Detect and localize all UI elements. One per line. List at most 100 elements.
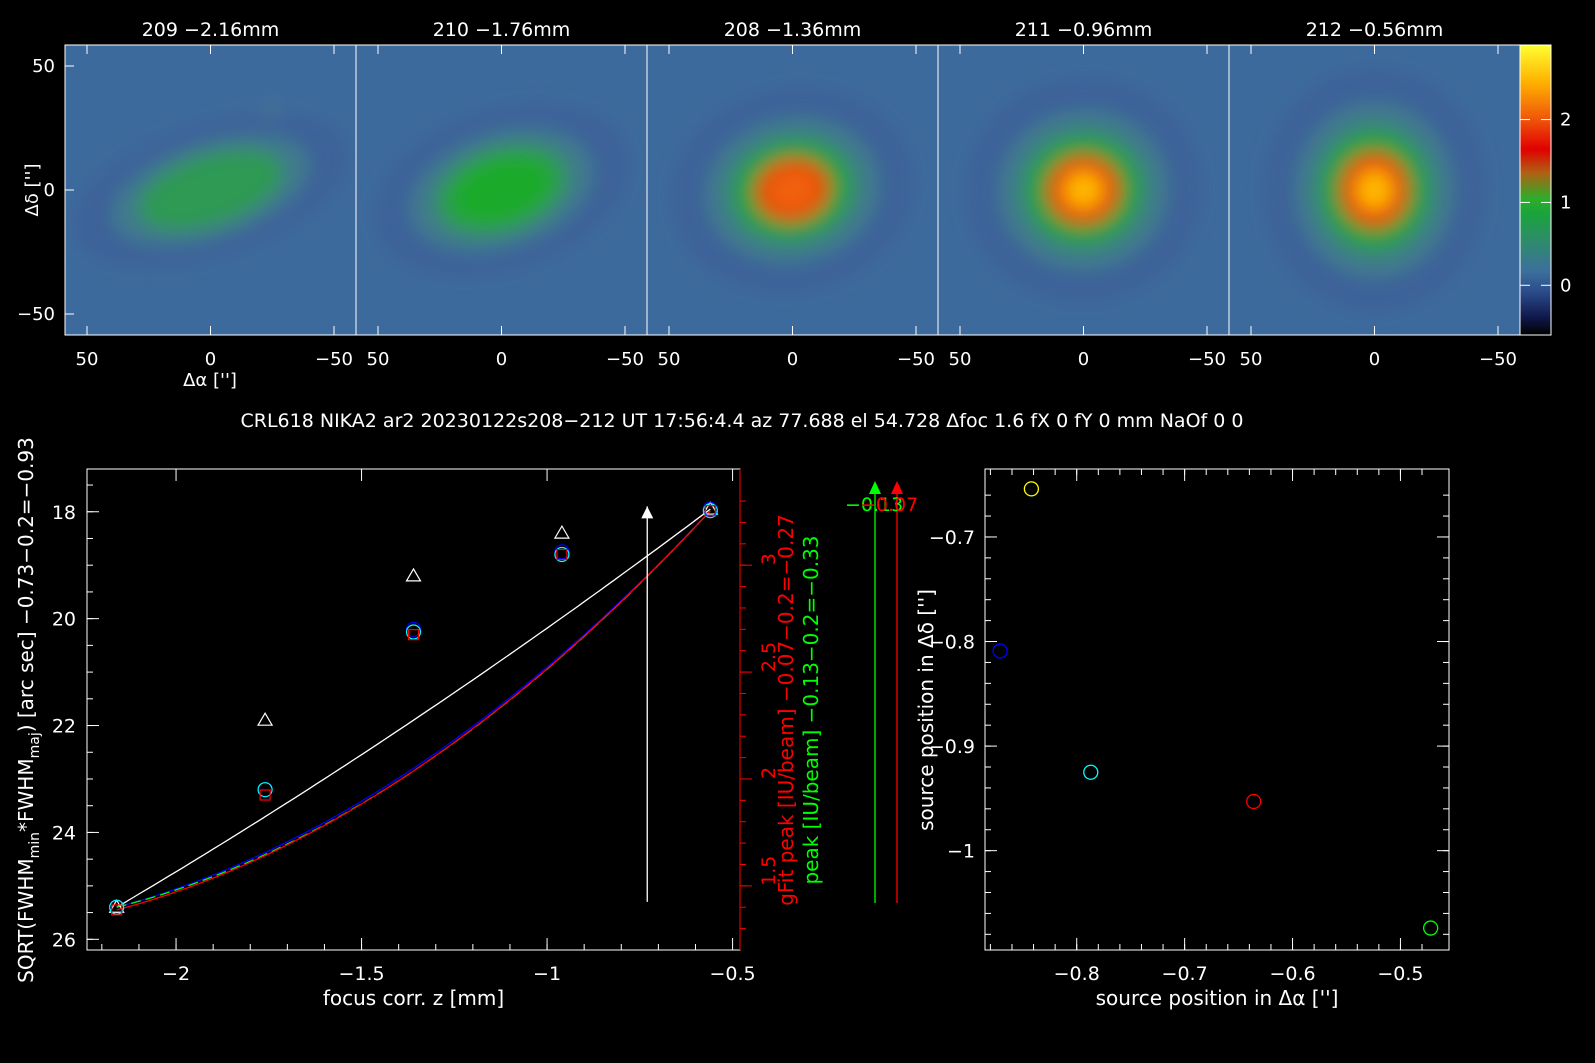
colorbar: 2 1 0 <box>1519 44 1571 336</box>
source-position-marker <box>1083 764 1099 780</box>
fwhm-square-marker <box>704 505 716 517</box>
figure-title: CRL618 NIKA2 ar2 20230122s208−212 UT 17:… <box>241 410 1244 432</box>
source-position-marker <box>992 643 1008 659</box>
focus-x-tick-label: −1 <box>533 963 561 985</box>
fwhm-triangle-marker <box>553 524 570 539</box>
peak-axis-tick-label: 2.5 <box>758 642 780 672</box>
map-x-tick-label: 50 <box>367 349 390 370</box>
position-x-tick-label: −0.5 <box>1377 963 1423 985</box>
map-x-tick-label: 0 <box>1078 349 1089 370</box>
map-x-tick-label: −50 <box>897 349 935 370</box>
map-emission-level <box>450 155 553 225</box>
peak-axis-tick-label: 3 <box>758 553 780 565</box>
map-x-tick-label: 0 <box>496 349 507 370</box>
map-x-tick-label: 50 <box>1240 349 1263 370</box>
focus-x-tick-label: −1.5 <box>338 963 384 985</box>
map-panel: 212 −0.56mm 50 0 −50 <box>1228 19 1521 370</box>
map-x-tick-label: 0 <box>1369 349 1380 370</box>
fwhm-square-marker <box>259 789 271 801</box>
focus-fit-curve <box>116 510 711 908</box>
map-emission-level <box>138 149 283 231</box>
best-focus-arrowhead <box>641 506 654 519</box>
source-position-marker <box>1423 920 1439 936</box>
focus-curve-plot: −2 −1.5 −1 −0.5 18 20 22 24 26 focus corr. z [mm]… <box>14 437 918 1010</box>
map-panel: 208 −1.36mm 50 0 −50 <box>646 19 939 370</box>
source-position-plot: −0.8 −0.7 −0.6 −0.5 −0.7 −0.8 −0.9 −1 source pos… <box>914 468 1450 1010</box>
fwhm-circle-marker <box>702 503 718 519</box>
position-x-tick-label: −0.6 <box>1269 963 1315 985</box>
fwhm-triangle-marker <box>702 500 719 515</box>
fwhm-triangle-marker <box>405 567 422 582</box>
map-x-axis-label: Δα [''] <box>183 370 237 391</box>
map-panel: 211 −0.96mm 50 0 −50 <box>937 19 1230 370</box>
map-y-tick-label: −50 <box>17 304 55 325</box>
position-x-tick-label: −0.8 <box>1054 963 1100 985</box>
colorbar-tick-label: 0 <box>1560 275 1571 296</box>
map-emission-level <box>1064 171 1103 209</box>
focus-fit-curve <box>116 508 711 908</box>
focus-fit-curve <box>116 510 711 911</box>
position-plot-frame <box>984 468 1450 951</box>
focus-y-axis-label: SQRT(FWHMmin*FWHMmaj) [arc sec] −0.73−0.… <box>14 437 43 983</box>
focus-y-tick-label: 26 <box>52 929 76 951</box>
fwhm-square-marker <box>556 548 568 561</box>
position-x-tick-label: −0.7 <box>1162 963 1208 985</box>
focus-y-tick-label: 20 <box>52 609 76 631</box>
map-x-tick-label: 0 <box>787 349 798 370</box>
position-y-tick-label: −1 <box>947 841 975 863</box>
map-emission-level <box>764 166 821 214</box>
gfit-peak-best-focus-label: −0.07 <box>860 494 918 516</box>
position-y-tick-label: −0.8 <box>929 632 975 654</box>
map-x-tick-label: −50 <box>315 349 353 370</box>
focus-x-axis-label: focus corr. z [mm] <box>323 986 504 1010</box>
peak-axis-label: peak [IU/beam] −0.13−0.2=−0.33 <box>799 535 823 884</box>
map-y-tick-label: 50 <box>32 56 55 77</box>
focus-x-tick-label: −0.5 <box>710 963 756 985</box>
position-y-tick-label: −0.9 <box>929 736 975 758</box>
source-position-marker <box>1246 793 1262 810</box>
map-y-axis-label: Δδ [''] <box>22 164 43 217</box>
map-emission-level <box>1356 170 1393 210</box>
peak-best-focus-arrowhead <box>869 481 881 494</box>
fwhm-triangle-marker <box>108 899 125 913</box>
fwhm-circle-marker <box>554 546 570 563</box>
fwhm-square-marker <box>111 904 123 916</box>
peak-axis-tick-label: 1.5 <box>758 856 780 886</box>
focus-plot-frame <box>86 468 741 951</box>
source-position-marker <box>1023 481 1040 497</box>
focus-y-tick-label: 18 <box>52 502 76 524</box>
fwhm-square-marker <box>407 629 420 641</box>
map-y-tick-label: 0 <box>44 180 55 201</box>
position-x-axis-label: source position in Δα [''] <box>1096 986 1339 1010</box>
map-x-tick-label: −50 <box>1479 349 1517 370</box>
focus-map-row: 209 −2.16mm 50 0 −50 50 0 −50 Δα [''] Δδ [''] 210… <box>17 19 1521 391</box>
map-panel: 209 −2.16mm 50 0 −50 50 0 −50 Δα [''] Δδ [''] <box>17 19 357 391</box>
map-x-tick-label: 50 <box>76 349 99 370</box>
position-y-tick-label: −0.7 <box>929 527 975 549</box>
focus-fit-curve <box>116 510 711 908</box>
fwhm-circle-marker <box>109 899 125 915</box>
focus-y-tick-label: 24 <box>52 822 76 844</box>
focus-y-tick-label: 22 <box>52 716 76 738</box>
fwhm-circle-marker <box>405 624 422 640</box>
focus-x-tick-label: −2 <box>162 963 190 985</box>
peak-best-focus-label: −0.13 <box>845 494 903 516</box>
map-x-tick-label: 50 <box>658 349 681 370</box>
map-x-tick-label: 50 <box>949 349 972 370</box>
map-x-tick-label: −50 <box>606 349 644 370</box>
peak-best-focus-arrowhead <box>891 481 903 494</box>
gfit-peak-axis-label: gFit peak [IU/beam] −0.07−0.2=−0.27 <box>774 514 798 906</box>
map-panel-label: 210 −1.76mm <box>433 19 571 41</box>
position-y-axis-label: source position in Δδ [''] <box>914 589 938 831</box>
colorbar-tick-label: 2 <box>1560 110 1571 131</box>
map-panel-label: 209 −2.16mm <box>142 19 280 41</box>
map-panel-label: 211 −0.96mm <box>1015 19 1153 41</box>
fwhm-triangle-marker <box>257 711 274 726</box>
map-panel-label: 208 −1.36mm <box>724 19 862 41</box>
map-x-tick-label: 0 <box>205 349 216 370</box>
peak-axis-tick-label: 2 <box>758 767 780 779</box>
fwhm-circle-marker <box>257 782 273 798</box>
map-panel: 210 −1.76mm 50 0 −50 <box>355 19 648 370</box>
map-x-tick-label: −50 <box>1188 349 1226 370</box>
